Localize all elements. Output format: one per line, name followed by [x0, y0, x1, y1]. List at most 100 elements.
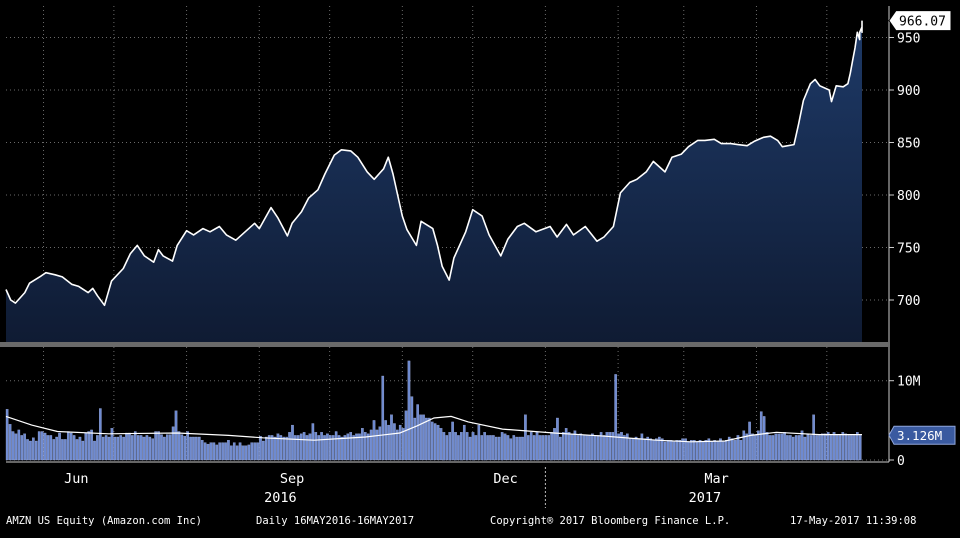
volume-bar [541, 435, 545, 461]
volume-bar [477, 424, 481, 461]
last-price-label: 966.07 [899, 15, 946, 30]
volume-bar [652, 440, 655, 461]
volume-bar [826, 432, 830, 461]
volume-bar [404, 410, 408, 461]
volume-bar [256, 442, 259, 461]
volume-bar [142, 436, 146, 461]
volume-bar [291, 424, 294, 461]
volume-bar [26, 439, 29, 461]
volume-bar [602, 435, 606, 461]
volume-bar [352, 435, 355, 461]
volume-bar [46, 435, 50, 461]
volume-bar [483, 432, 486, 461]
volume-bar [605, 432, 609, 461]
volume-bar [154, 431, 157, 461]
volume-bar [634, 436, 638, 461]
volume-bar [390, 414, 393, 461]
volume-bar [675, 440, 679, 461]
volume-bar [200, 440, 204, 461]
volume-bar [384, 420, 387, 461]
footer-timestamp: 17-May-2017 11:39:08 [790, 515, 916, 527]
volume-bar [803, 436, 807, 461]
volume-bar [55, 436, 58, 461]
volume-bar [299, 433, 303, 461]
volume-bar [66, 431, 70, 461]
volume-bar [559, 436, 562, 461]
volume-bar [165, 434, 169, 461]
volume-bar [107, 436, 111, 461]
volume-bar [832, 432, 836, 461]
volume-bar [270, 435, 274, 461]
volume-bar [436, 424, 440, 461]
volume-bar [698, 440, 702, 461]
volume-bar [599, 432, 603, 461]
volume-bar [503, 433, 507, 461]
volume-bar [337, 435, 341, 461]
volume-bar [593, 435, 597, 461]
volume-bar [684, 438, 687, 461]
volume-bar [75, 439, 79, 461]
volume-bar [297, 435, 300, 461]
volume-bar [393, 423, 396, 461]
volume-bar [532, 435, 536, 461]
volume-bar [419, 414, 422, 461]
volume-bar [171, 426, 175, 461]
volume-bar [751, 433, 754, 461]
volume-bar [623, 435, 626, 461]
volume-panel [5, 360, 862, 461]
volume-bar [535, 432, 539, 461]
volume-bar [244, 445, 248, 461]
volume-bar [131, 435, 134, 461]
volume-bar [17, 429, 21, 461]
volume-bar [186, 431, 189, 461]
volume-bar [486, 435, 489, 461]
volume-bar [264, 436, 268, 461]
volume-bar [733, 440, 737, 461]
volume-bar [361, 428, 364, 461]
volume-bar [643, 438, 647, 461]
volume-bar [494, 436, 498, 461]
volume-bar [791, 436, 795, 461]
volume-bar [433, 423, 437, 461]
volume-bar [794, 435, 798, 461]
footer-security: AMZN US Equity (Amazon.com Inc) [6, 515, 202, 527]
volume-bar [631, 438, 635, 461]
volume-bar [358, 433, 361, 461]
volume-bar [180, 434, 184, 461]
volume-bar [529, 432, 533, 461]
volume-bar [460, 432, 463, 461]
volume-bar [780, 433, 783, 461]
volume-bar [847, 435, 850, 461]
volume-bar [678, 440, 682, 461]
volume-bar [163, 436, 166, 461]
volume-bar [492, 435, 495, 461]
volume-bar [809, 435, 813, 461]
volume-bar [288, 432, 291, 461]
volume-bar [591, 433, 594, 461]
volume-bar [454, 432, 457, 461]
volume-bar [448, 432, 452, 461]
volume-bar [850, 435, 853, 461]
price-tick-label: 900 [897, 84, 920, 99]
volume-bar [395, 429, 399, 461]
volume-bar [701, 441, 705, 461]
price-tick-label: 800 [897, 189, 920, 204]
volume-bar [253, 442, 256, 461]
volume-bar [375, 429, 379, 461]
volume-bar [349, 432, 353, 461]
volume-bar [596, 435, 600, 461]
month-label: Jun [64, 471, 88, 487]
volume-bar [748, 421, 751, 461]
volume-bar [640, 433, 644, 461]
volume-bar [561, 432, 565, 461]
volume-bar [212, 442, 216, 461]
volume-bar [815, 435, 818, 461]
volume-bar [564, 428, 568, 461]
volume-bar [553, 428, 556, 461]
volume-bar [326, 433, 329, 461]
volume-bar [119, 435, 123, 461]
month-label: Sep [280, 471, 304, 487]
price-tick-label: 850 [897, 137, 920, 152]
axes: 700 750 800 850 900 950 10M 0 966.07 3.126M Jun Sep… [6, 6, 956, 508]
